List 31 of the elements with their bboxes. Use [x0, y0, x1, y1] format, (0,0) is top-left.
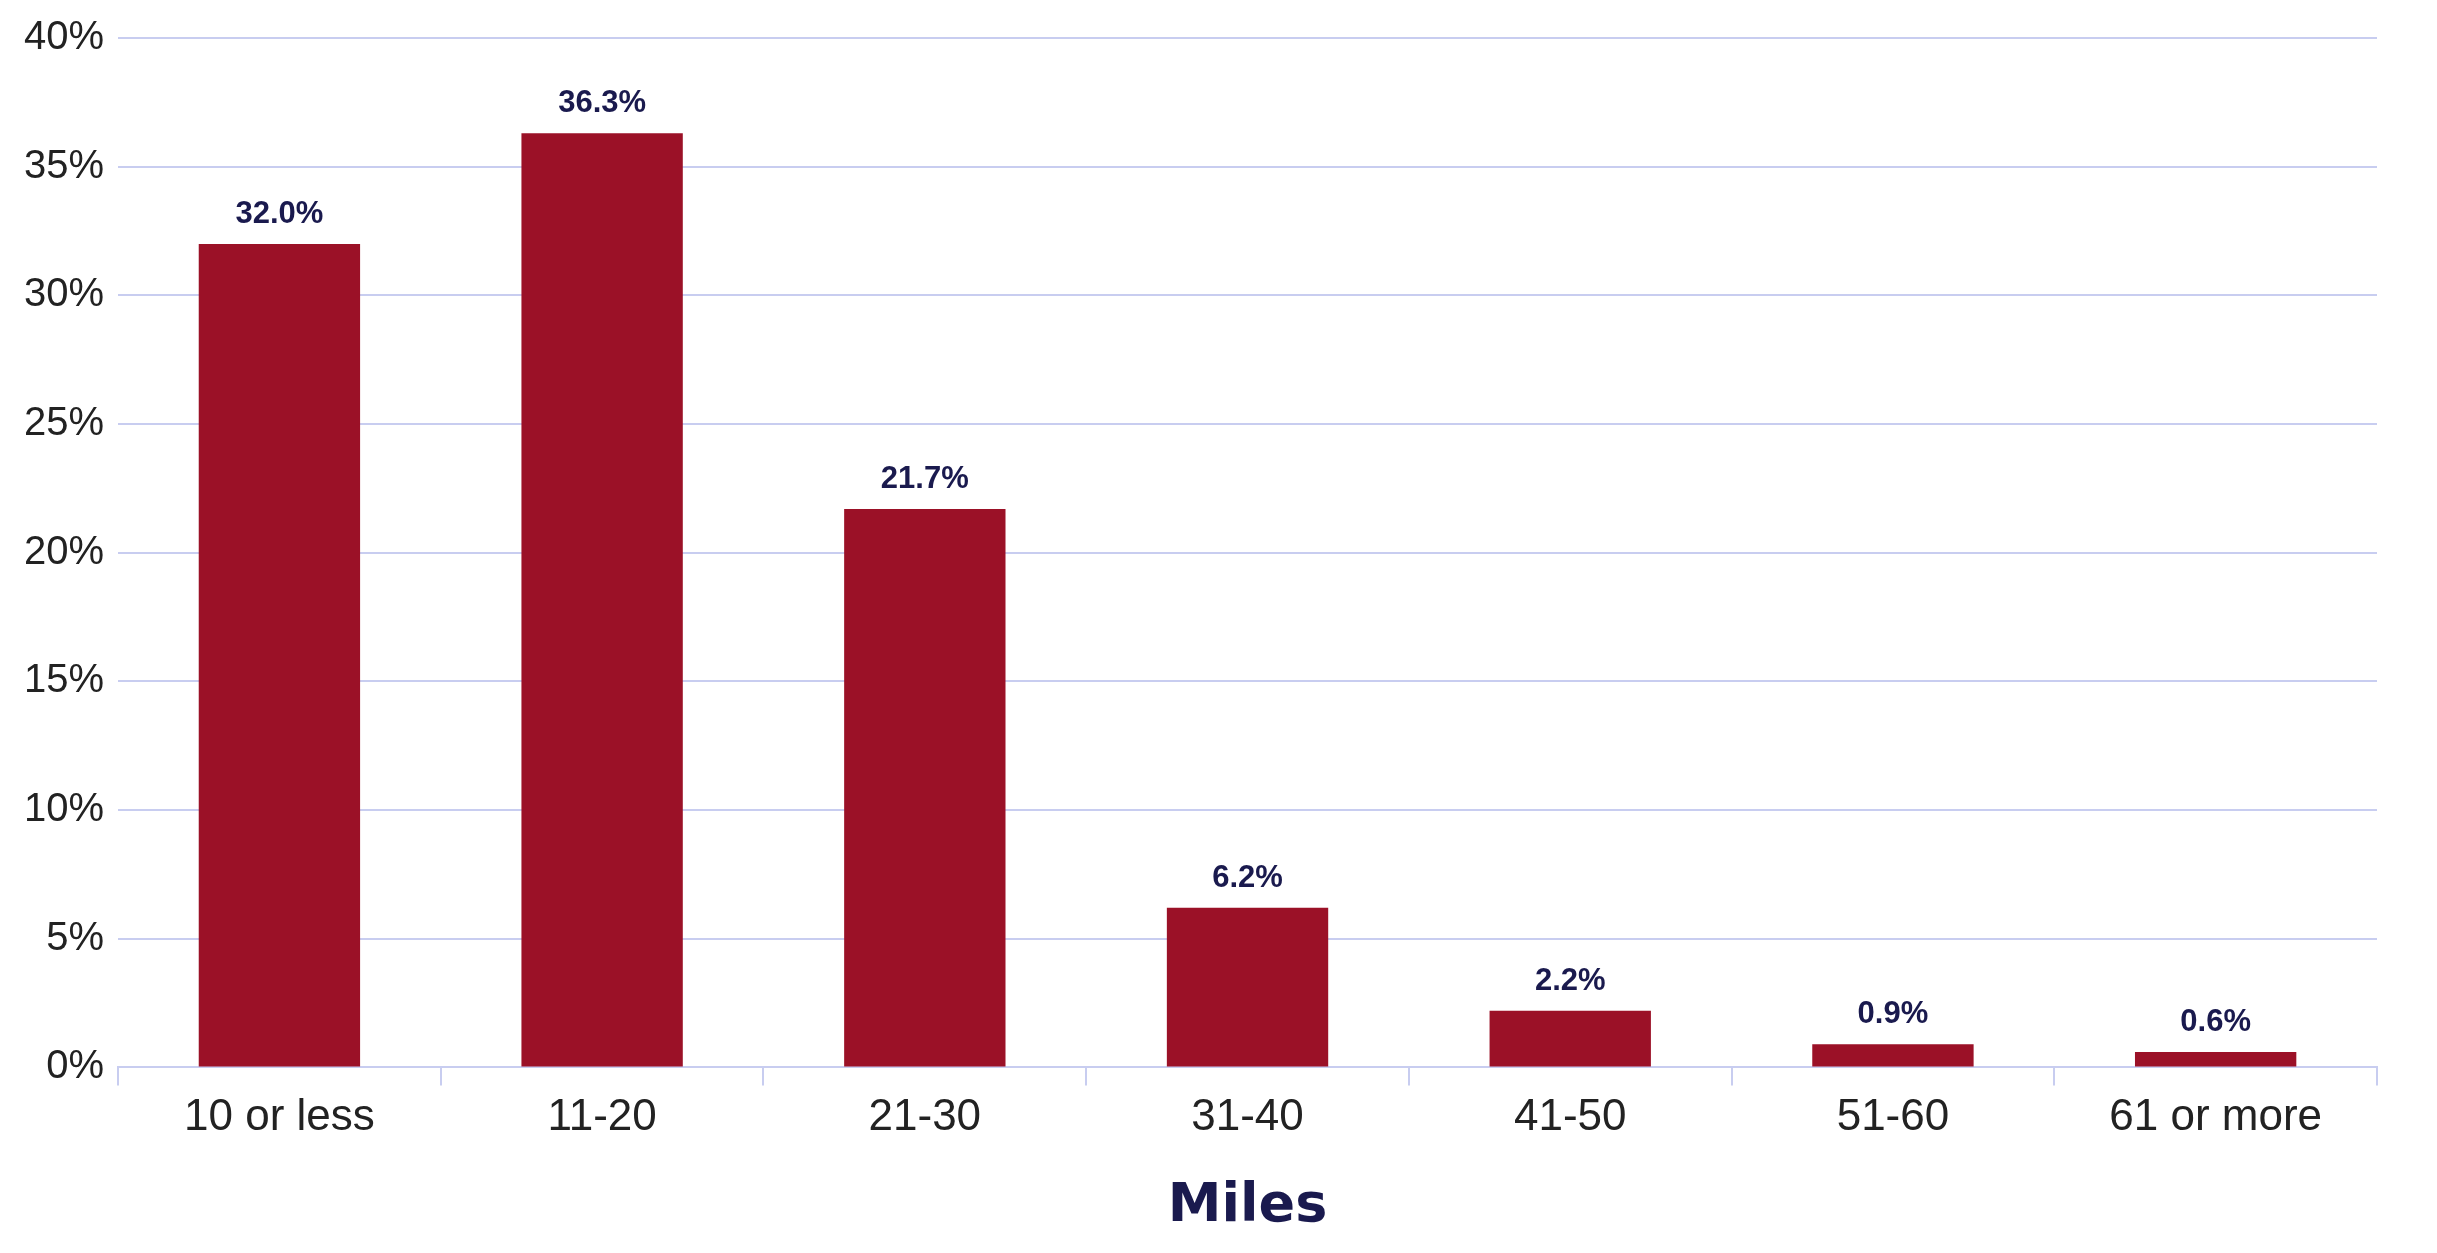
y-tick-label: 40%: [24, 13, 105, 58]
data-label: 6.2%: [1212, 858, 1283, 894]
bar: [844, 508, 1006, 1067]
data-label: 32.0%: [235, 194, 324, 230]
data-label: 0.9%: [1857, 995, 1929, 1031]
x-tick-label: 41-50: [1513, 1089, 1627, 1139]
y-tick-label: 15%: [24, 656, 105, 701]
x-tick-label: 21-30: [868, 1089, 982, 1139]
bar: [1489, 1010, 1651, 1067]
x-tick-label: 31-40: [1191, 1089, 1304, 1139]
y-tick-label: 20%: [24, 527, 105, 572]
bar: [1166, 907, 1329, 1067]
bar: [521, 133, 683, 1067]
y-tick-label: 0%: [46, 1042, 105, 1087]
x-tick-label: 51-60: [1836, 1089, 1950, 1139]
bar: [1812, 1044, 1974, 1067]
y-tick-label: 10%: [24, 785, 105, 830]
y-tick-label: 5%: [46, 913, 105, 958]
y-tick-label: 25%: [24, 399, 105, 444]
y-tick-label: 30%: [24, 270, 105, 315]
data-label: 0.6%: [2180, 1003, 2251, 1039]
data-label: 21.7%: [880, 460, 969, 495]
bar: [198, 243, 361, 1067]
x-tick-label: 10 or less: [184, 1089, 375, 1139]
y-tick-label: 35%: [24, 141, 105, 186]
data-label: 36.3%: [558, 84, 647, 120]
x-axis-title: Miles: [1167, 1170, 1328, 1234]
data-label: 2.2%: [1534, 961, 1606, 997]
x-tick-label: 11-20: [547, 1089, 657, 1139]
bar: [2134, 1051, 2297, 1067]
x-tick-label: 61 or more: [2109, 1089, 2323, 1139]
